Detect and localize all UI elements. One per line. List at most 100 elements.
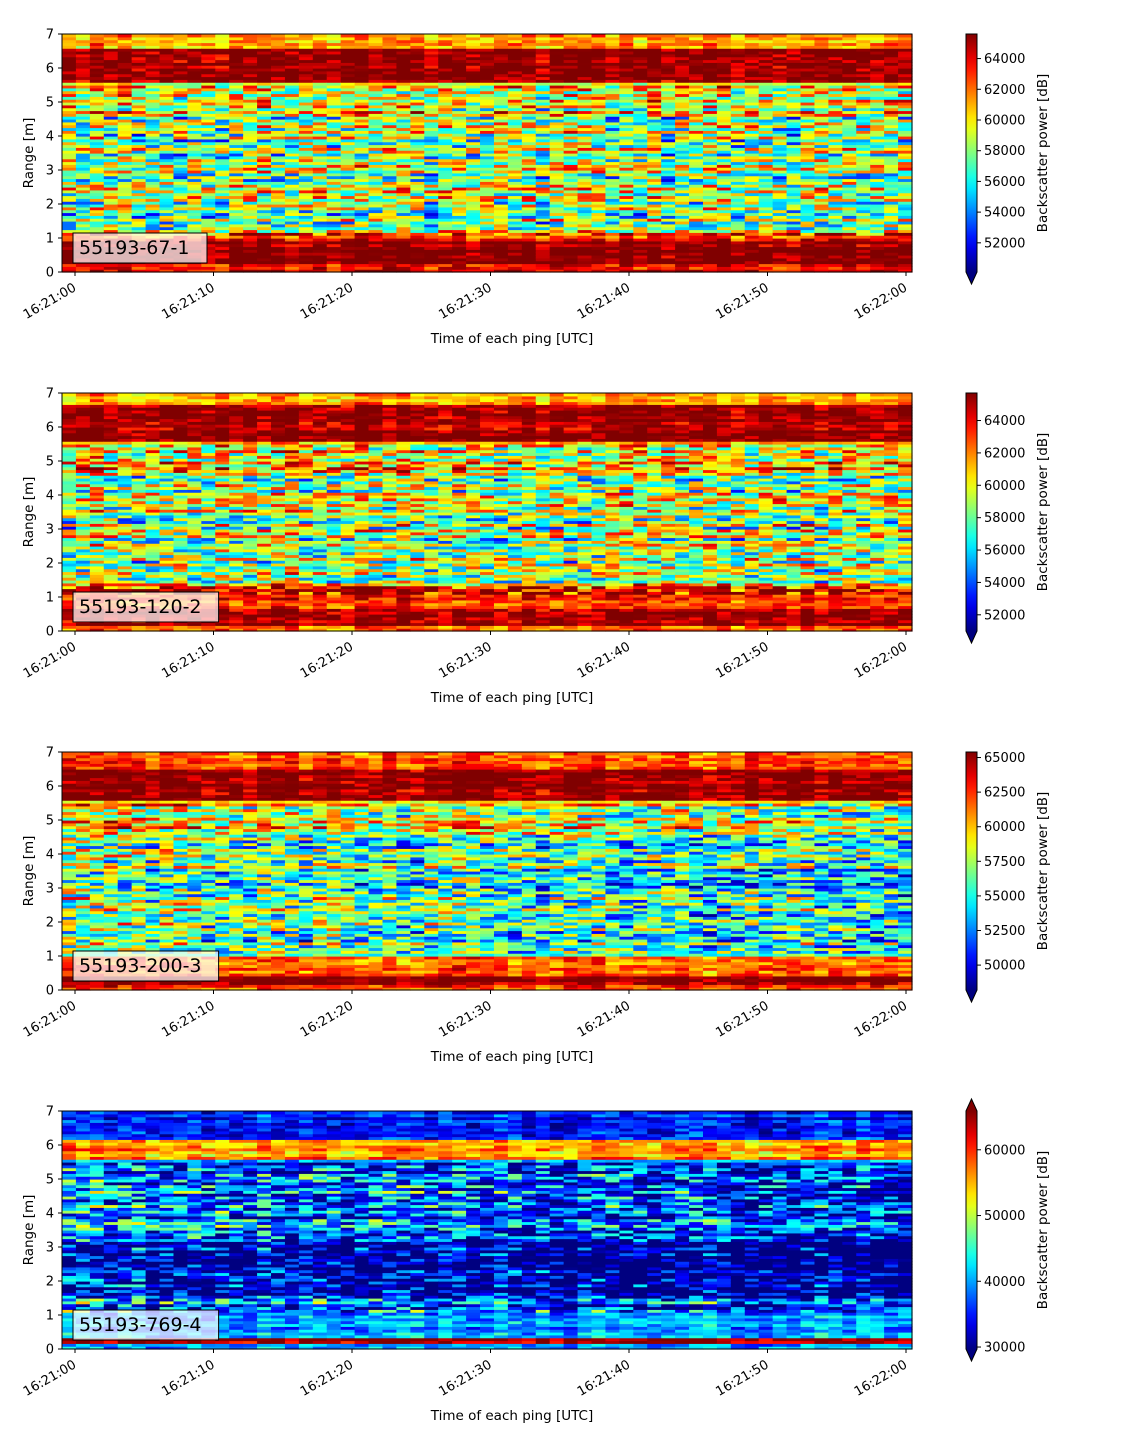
heatmap-cell (507, 107, 523, 112)
heatmap-cell (298, 235, 314, 239)
heatmap-cell (675, 155, 690, 160)
heatmap-cell (368, 164, 384, 168)
heatmap-cell (605, 96, 620, 100)
heatmap-cell (591, 257, 607, 262)
heatmap-cell (75, 65, 91, 69)
heatmap-cell (577, 181, 593, 185)
heatmap-cell (549, 257, 565, 262)
heatmap-cell (814, 158, 829, 163)
heatmap-cell (702, 189, 718, 194)
heatmap-cell (828, 119, 843, 123)
heatmap-cell (661, 76, 676, 80)
heatmap-cell (424, 223, 439, 228)
heatmap-cell (452, 36, 467, 41)
heatmap-cell (424, 45, 439, 49)
heatmap-cell (424, 39, 439, 44)
heatmap-cell (716, 127, 732, 131)
heatmap-cell (870, 204, 885, 208)
heatmap-cell (758, 99, 774, 103)
heatmap-cell (675, 82, 690, 86)
heatmap-cell (131, 42, 147, 46)
heatmap-cell (675, 124, 690, 129)
heatmap-cell (619, 102, 634, 106)
heatmap-cell (396, 93, 411, 97)
heatmap-cell (89, 221, 105, 225)
heatmap-cell (856, 269, 871, 273)
heatmap-cell (75, 175, 91, 180)
heatmap-cell (591, 136, 607, 140)
heatmap-cell (382, 116, 398, 120)
heatmap-cell (354, 136, 370, 140)
heatmap-cell (577, 73, 593, 78)
heatmap-cell (716, 87, 732, 92)
heatmap-cell (271, 204, 286, 208)
heatmap-cell (605, 204, 620, 208)
heatmap-cell (828, 221, 843, 225)
heatmap-cell (758, 198, 774, 202)
heatmap-cell (284, 212, 300, 216)
heatmap-cell (856, 138, 871, 143)
heatmap-cell (326, 133, 342, 137)
heatmap-cell (410, 175, 425, 180)
heatmap-cell (117, 192, 133, 197)
heatmap-cell (870, 246, 885, 250)
heatmap-cell (480, 45, 495, 49)
heatmap-cell (62, 187, 77, 191)
heatmap-cell (103, 266, 119, 270)
heatmap-cell (507, 226, 523, 231)
heatmap-cell (884, 249, 899, 253)
heatmap-cell (382, 121, 398, 126)
heatmap-cell (689, 102, 704, 106)
heatmap-cell (661, 144, 676, 148)
heatmap-cell (354, 93, 370, 97)
heatmap-cell (828, 229, 843, 233)
heatmap-cell (800, 192, 816, 197)
heatmap-cell (145, 212, 161, 216)
heatmap-cell (298, 90, 314, 95)
heatmap-cell (800, 221, 816, 225)
heatmap-cell (702, 260, 718, 265)
heatmap-cell (856, 53, 871, 58)
heatmap-cell (730, 36, 746, 41)
heatmap-cell (842, 65, 857, 69)
heatmap-cell (89, 192, 105, 197)
heatmap-cell (563, 181, 579, 185)
heatmap-cell (591, 246, 607, 250)
heatmap-cell (814, 127, 829, 131)
heatmap-cell (689, 249, 704, 253)
heatmap-cell (103, 150, 119, 154)
heatmap-cell (675, 133, 690, 137)
heatmap-cell (800, 198, 816, 202)
heatmap-cell (619, 232, 634, 236)
heatmap-cell (159, 45, 175, 49)
heatmap-cell (870, 133, 885, 137)
heatmap-cell (159, 189, 175, 194)
heatmap-cell (507, 39, 523, 44)
heatmap-cell (661, 65, 676, 69)
heatmap-cell (507, 238, 523, 242)
heatmap-cell (786, 175, 802, 180)
heatmap-cell (424, 136, 439, 140)
heatmap-cell (145, 150, 161, 154)
heatmap-cell (382, 136, 398, 140)
heatmap-cell (340, 56, 356, 61)
heatmap-cell (647, 189, 662, 194)
heatmap-cell (828, 170, 843, 174)
heatmap-cell (410, 65, 425, 69)
heatmap-cell (605, 218, 620, 222)
heatmap-cell (424, 206, 439, 211)
heatmap-cell (493, 187, 509, 191)
heatmap-cell (800, 113, 816, 117)
heatmap-cell (828, 240, 843, 245)
heatmap-cell (633, 65, 648, 69)
heatmap-cell (702, 127, 718, 131)
heatmap-cell (117, 195, 133, 199)
heatmap-cell (466, 175, 481, 180)
heatmap-cell (675, 257, 690, 262)
heatmap-cell (647, 113, 662, 117)
heatmap-cell (591, 204, 607, 208)
heatmap-cell (591, 266, 607, 270)
heatmap-cell (716, 62, 732, 66)
heatmap-cell (89, 198, 105, 202)
heatmap-cell (145, 65, 161, 69)
